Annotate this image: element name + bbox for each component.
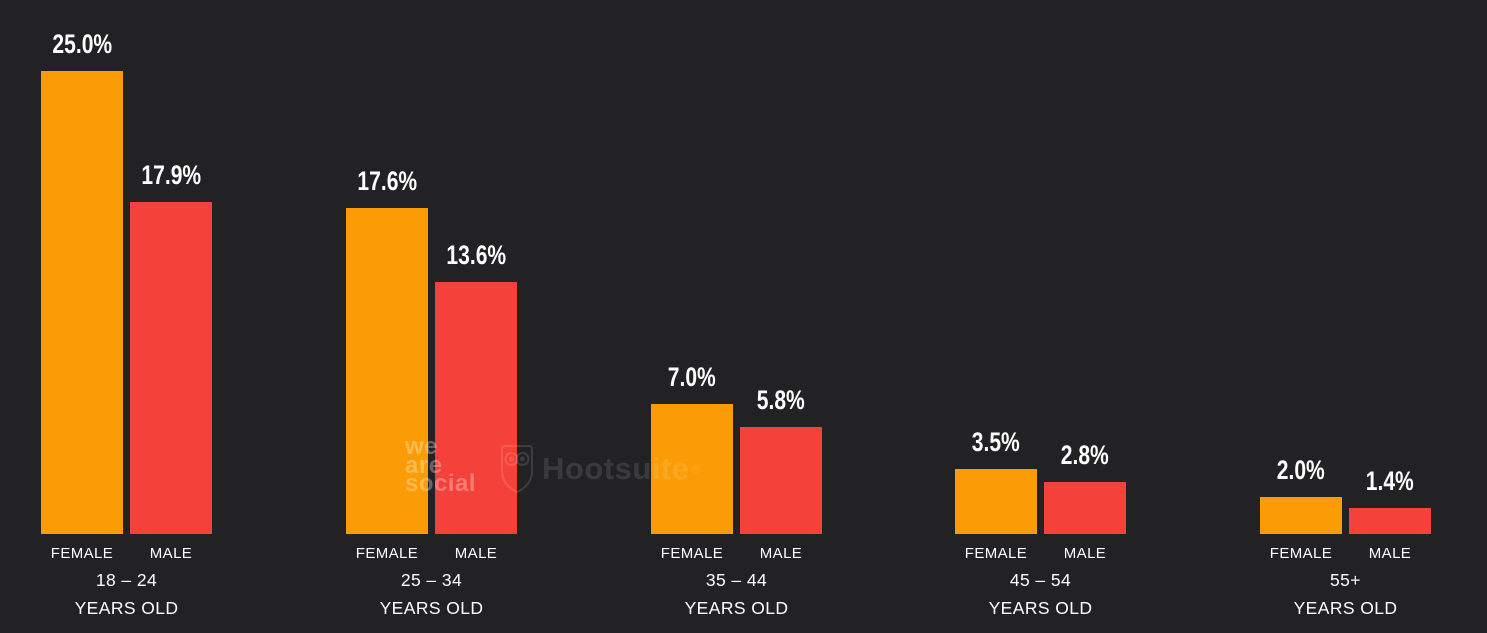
- registered-trademark-symbol: ®: [691, 462, 701, 476]
- male-value-label: 5.8%: [756, 385, 805, 415]
- age-range-text: 25 – 34: [400, 570, 463, 590]
- age-range-label: 45 – 54 YEARS OLD: [905, 566, 1176, 622]
- female-series-label: FEMALE: [964, 545, 1028, 562]
- age-range-label: 25 – 34 YEARS OLD: [296, 566, 567, 622]
- hootsuite-wordmark: Hootsuite: [542, 451, 690, 486]
- age-range-text: 45 – 54: [1009, 570, 1072, 590]
- male-bar: [740, 427, 822, 534]
- bar-pair: 7.0% 5.8%: [651, 362, 822, 534]
- male-series-label: MALE: [1368, 545, 1412, 562]
- series-labels-row: FEMALE MALE: [651, 545, 822, 562]
- female-bar: [1260, 497, 1342, 534]
- bar-pair: 2.0% 1.4%: [1260, 455, 1431, 534]
- female-value-label: 25.0%: [52, 29, 112, 59]
- female-bar-column: 25.0%: [41, 29, 123, 534]
- we-are-social-line-1: we: [405, 433, 439, 460]
- male-series-label: MALE: [759, 545, 803, 562]
- male-series-label: MALE: [454, 545, 498, 562]
- we-are-social-watermark: we are social: [405, 433, 477, 497]
- hootsuite-owl-icon: [501, 444, 533, 494]
- female-bar-column: 17.6%: [346, 166, 428, 534]
- hootsuite-watermark: Hootsuite ®: [501, 444, 700, 494]
- years-old-text: YEARS OLD: [74, 598, 179, 618]
- years-old-text: YEARS OLD: [684, 598, 789, 618]
- female-series-label: FEMALE: [1269, 545, 1333, 562]
- age-range-text: 55+: [1330, 570, 1361, 590]
- age-group: 3.5% 2.8% FEMALE MALE 45 – 54 YEARS OLD: [955, 0, 1126, 633]
- male-bar-column: 1.4%: [1349, 466, 1431, 534]
- female-bar: [346, 208, 428, 534]
- series-labels-row: FEMALE MALE: [346, 545, 517, 562]
- female-value-label: 3.5%: [971, 427, 1020, 457]
- male-bar: [130, 202, 212, 534]
- we-are-social-line-3: social: [405, 470, 477, 497]
- male-bar-column: 5.8%: [740, 385, 822, 534]
- male-series-label: MALE: [1063, 545, 1107, 562]
- bar-pair: 25.0% 17.9%: [41, 29, 212, 534]
- male-bar: [435, 282, 517, 534]
- female-bar: [41, 71, 123, 534]
- years-old-text: YEARS OLD: [1293, 598, 1398, 618]
- female-value-label: 7.0%: [667, 362, 716, 392]
- male-bar: [1044, 482, 1126, 534]
- female-series-label: FEMALE: [660, 545, 724, 562]
- age-group: 17.6% 13.6% FEMALE MALE 25 – 34 YEARS OL…: [346, 0, 517, 633]
- years-old-text: YEARS OLD: [988, 598, 1093, 618]
- age-range-text: 18 – 24: [95, 570, 158, 590]
- female-series-label: FEMALE: [355, 545, 419, 562]
- age-group: 7.0% 5.8% FEMALE MALE 35 – 44 YEARS OLD: [651, 0, 822, 633]
- female-value-label: 17.6%: [357, 166, 417, 196]
- male-bar: [1349, 508, 1431, 534]
- female-bar-column: 7.0%: [651, 362, 733, 534]
- series-labels-row: FEMALE MALE: [41, 545, 212, 562]
- male-value-label: 13.6%: [446, 240, 506, 270]
- male-bar-column: 2.8%: [1044, 440, 1126, 534]
- female-bar-column: 3.5%: [955, 427, 1037, 534]
- series-labels-row: FEMALE MALE: [1260, 545, 1431, 562]
- we-are-social-line-2: are: [405, 451, 443, 479]
- female-bar: [955, 469, 1037, 534]
- years-old-text: YEARS OLD: [379, 598, 484, 618]
- bar-pair: 3.5% 2.8%: [955, 427, 1126, 534]
- age-range-text: 35 – 44: [705, 570, 768, 590]
- bar-pair: 17.6% 13.6%: [346, 166, 517, 534]
- male-value-label: 1.4%: [1365, 466, 1414, 496]
- age-range-label: 18 – 24 YEARS OLD: [0, 566, 262, 622]
- series-labels-row: FEMALE MALE: [955, 545, 1126, 562]
- chart: 25.0% 17.9% FEMALE MALE 18 – 24 YEARS OL…: [41, 0, 1431, 633]
- age-group: 2.0% 1.4% FEMALE MALE 55+ YEARS OLD: [1260, 0, 1431, 633]
- male-series-label: MALE: [149, 545, 193, 562]
- male-bar-column: 17.9%: [130, 160, 212, 534]
- male-value-label: 17.9%: [141, 160, 201, 190]
- age-range-label: 35 – 44 YEARS OLD: [601, 566, 872, 622]
- female-bar-column: 2.0%: [1260, 455, 1342, 534]
- age-group: 25.0% 17.9% FEMALE MALE 18 – 24 YEARS OL…: [41, 0, 212, 633]
- female-bar: [651, 404, 733, 534]
- male-value-label: 2.8%: [1060, 440, 1109, 470]
- age-range-label: 55+ YEARS OLD: [1210, 566, 1481, 622]
- male-bar-column: 13.6%: [435, 240, 517, 534]
- female-value-label: 2.0%: [1276, 455, 1325, 485]
- female-series-label: FEMALE: [50, 545, 114, 562]
